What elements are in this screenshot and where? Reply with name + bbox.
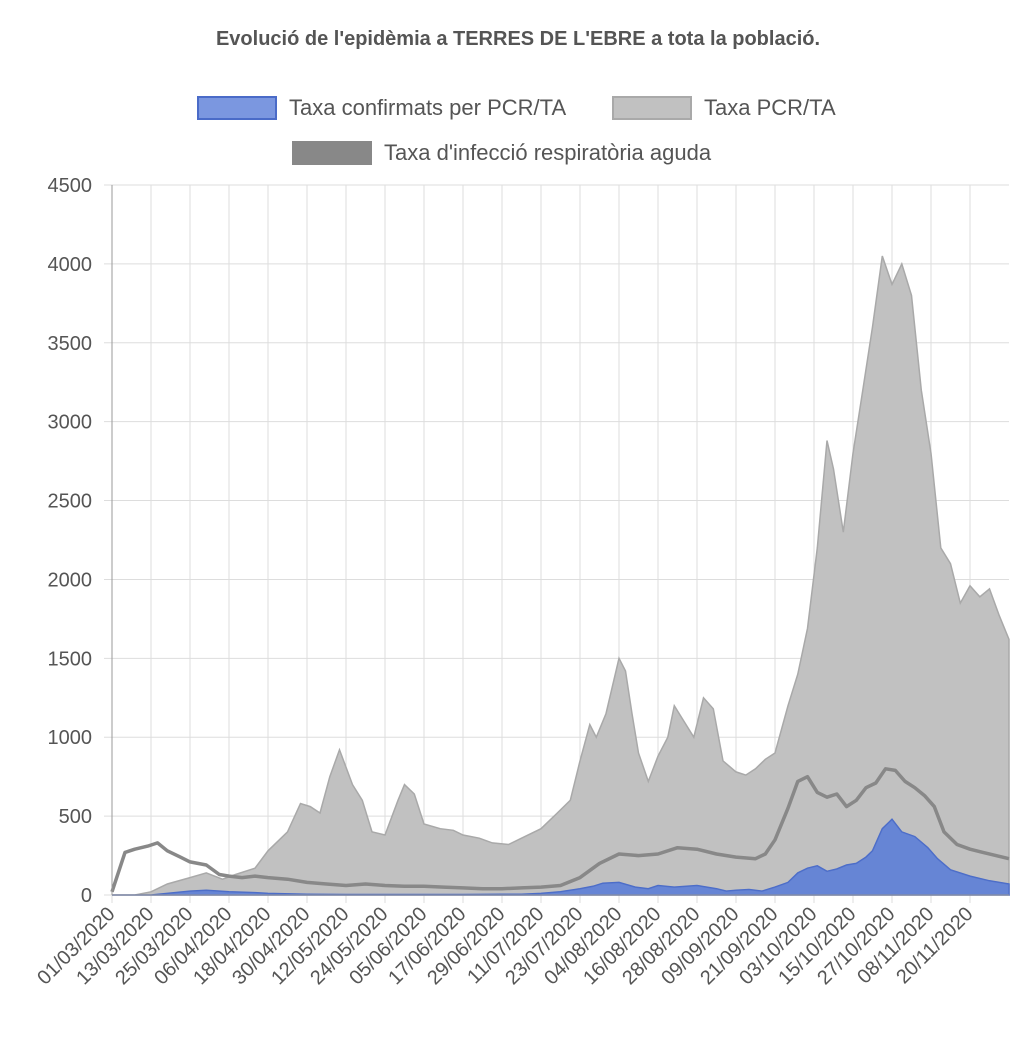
- y-tick-label: 0: [81, 885, 92, 907]
- y-tick-label: 4500: [48, 175, 93, 197]
- y-tick-label: 500: [59, 806, 92, 828]
- legend-label-respiratory: Taxa d'infecció respiratòria aguda: [384, 140, 712, 165]
- y-tick-label: 2500: [48, 491, 93, 513]
- y-tick-label: 3500: [48, 333, 93, 355]
- legend-item-confirmed[interactable]: Taxa confirmats per PCR/TA: [197, 95, 566, 121]
- legend-swatch-pcr-rate: [612, 96, 692, 120]
- legend-item-pcr-rate[interactable]: Taxa PCR/TA: [612, 95, 836, 121]
- series-line-respiratory: [110, 767, 1010, 893]
- y-tick-label: 1000: [48, 727, 93, 749]
- y-tick-label: 3000: [48, 412, 93, 434]
- y-tick-label: 2000: [48, 569, 93, 591]
- series-area-pcr-rate: [112, 255, 1010, 896]
- legend-label-pcr-rate: Taxa PCR/TA: [704, 95, 836, 120]
- series-layer: [110, 255, 1010, 896]
- legend-swatch-respiratory: [292, 141, 372, 165]
- chart-title: Evolució de l'epidèmia a TERRES DE L'EBR…: [215, 28, 821, 50]
- legend-swatch-confirmed: [197, 96, 277, 120]
- legend-label-confirmed: Taxa confirmats per PCR/TA: [289, 95, 567, 120]
- series-area-confirmed-shade: [112, 819, 1009, 895]
- y-tick-label: 4000: [48, 254, 93, 276]
- y-tick-label: 1500: [48, 648, 93, 670]
- legend-item-respiratory[interactable]: Taxa d'infecció respiratòria aguda: [292, 140, 711, 166]
